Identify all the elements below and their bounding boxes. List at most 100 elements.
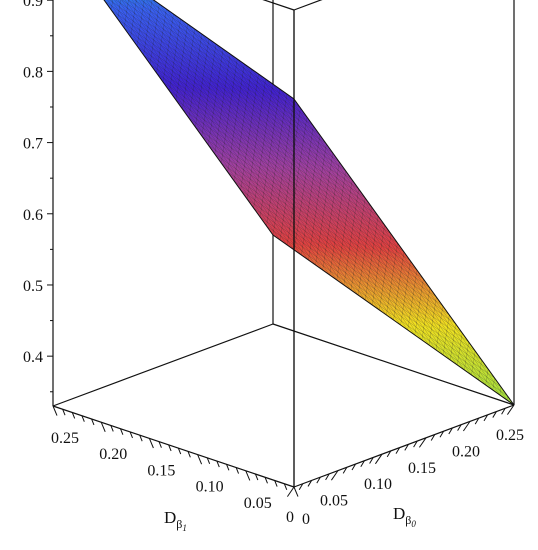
box-edge-front [262, 0, 295, 11]
y-axis-label: Dβ1 [164, 508, 187, 533]
axis-ticks [47, 0, 515, 497]
x-axis-tick [395, 447, 401, 454]
x-axis-tick [386, 450, 392, 458]
y-tick-label: 0.05 [244, 495, 272, 512]
x-axis-tick [430, 434, 436, 441]
z-tick-label: 0.9 [23, 0, 43, 10]
y-axis-tick [81, 415, 85, 422]
mesh-line [240, 73, 259, 191]
x-axis-tick [307, 480, 313, 487]
mesh-line [414, 278, 424, 336]
y-axis-tick [110, 425, 114, 432]
box-edge-back [52, 323, 274, 407]
mesh-line [499, 386, 502, 396]
mesh-line [464, 341, 469, 371]
x-axis-tick [439, 430, 445, 438]
mesh-line [279, 107, 301, 241]
x-axis-tick [483, 414, 489, 422]
y-axis-tick [52, 405, 58, 416]
y-axis-tick [245, 470, 251, 481]
x-axis-tick [462, 421, 471, 432]
mesh-line [214, 53, 231, 155]
y-tick-label: 0.25 [51, 430, 79, 447]
tick-labels: 0 0.05 0.10 0.15 0.20 0.25 0.25 0.20 0.15 0.10 0.0… [23, 0, 524, 528]
mesh-line [208, 48, 224, 146]
x-axis-tick [506, 404, 515, 415]
x-axis-tick [474, 417, 480, 425]
mesh-line [386, 242, 398, 316]
z-tick-label: 0.7 [23, 136, 43, 153]
x-axis-tick [418, 437, 427, 448]
mesh-line [450, 323, 456, 361]
x-axis-tick [360, 460, 365, 468]
mesh-line [485, 368, 489, 386]
y-axis-tick [197, 454, 203, 465]
mesh-line [379, 233, 392, 311]
box-edge-front [293, 404, 515, 488]
mesh-line [315, 152, 333, 266]
y-axis-tick [283, 483, 288, 490]
mesh-line [329, 170, 346, 276]
x-axis-tick [342, 467, 348, 474]
mesh-line [253, 83, 273, 209]
mesh-line [471, 350, 476, 376]
x-tick-label: 0 [286, 509, 294, 526]
y-axis-tick [129, 431, 133, 439]
mesh-line [393, 251, 405, 321]
mesh-line [457, 332, 463, 366]
x-axis-tick [316, 476, 321, 484]
y-axis-tick [177, 447, 182, 455]
box-edge-front [52, 405, 295, 488]
x-tick-label: 0.10 [364, 476, 392, 493]
x-tick-label: 0.20 [452, 443, 480, 460]
z-tick-label: 0.4 [23, 349, 43, 366]
x-axis-tick [501, 408, 506, 415]
mesh-line [259, 88, 280, 218]
mesh-line [182, 28, 195, 110]
mesh-line [175, 23, 188, 101]
mesh-line [234, 68, 252, 182]
x-axis-tick [325, 473, 330, 481]
bounding-box-front [52, 0, 515, 488]
x-tick-label: 0.25 [496, 427, 524, 444]
mesh-line [201, 43, 217, 137]
box-edge-back [272, 323, 515, 406]
x-axis-tick [492, 411, 497, 418]
x-axis-tick [330, 470, 339, 481]
mesh-line [478, 359, 482, 381]
x-axis-tick [448, 427, 453, 435]
y-tick-label: 0 [302, 511, 310, 528]
x-axis-tick [374, 453, 383, 465]
y-axis-tick [254, 473, 259, 481]
mesh-line [435, 305, 443, 351]
y-axis-tick [187, 451, 191, 458]
x-tick-label: 0.05 [320, 493, 348, 510]
mesh-line [442, 314, 450, 356]
y-axis-tick [139, 434, 143, 442]
mesh-line [272, 98, 295, 236]
z-tick-label: 0.8 [23, 64, 43, 81]
mesh-line [111, 0, 113, 11]
mesh-line [322, 161, 340, 271]
mesh-line [136, 0, 145, 47]
y-axis-tick [91, 418, 95, 426]
y-tick-label: 0.20 [99, 446, 127, 463]
mesh-line [343, 188, 359, 286]
mesh-line [372, 224, 385, 306]
x-axis-label: Dβ0 [393, 504, 416, 529]
surface-mesh [103, 0, 515, 487]
mesh-line [492, 377, 495, 391]
x-tick-label: 0.15 [408, 460, 436, 477]
mesh-line [301, 134, 321, 256]
mesh-line [308, 143, 327, 261]
mesh-line [143, 0, 153, 56]
y-axis-tick [264, 477, 268, 484]
mesh-line [336, 179, 353, 281]
mesh-line [246, 78, 266, 200]
mesh-line [287, 116, 308, 246]
y-axis-tick [293, 486, 299, 497]
x-axis-tick [286, 486, 295, 497]
x-axis-tick [298, 483, 304, 490]
y-axis-tick [100, 422, 106, 432]
